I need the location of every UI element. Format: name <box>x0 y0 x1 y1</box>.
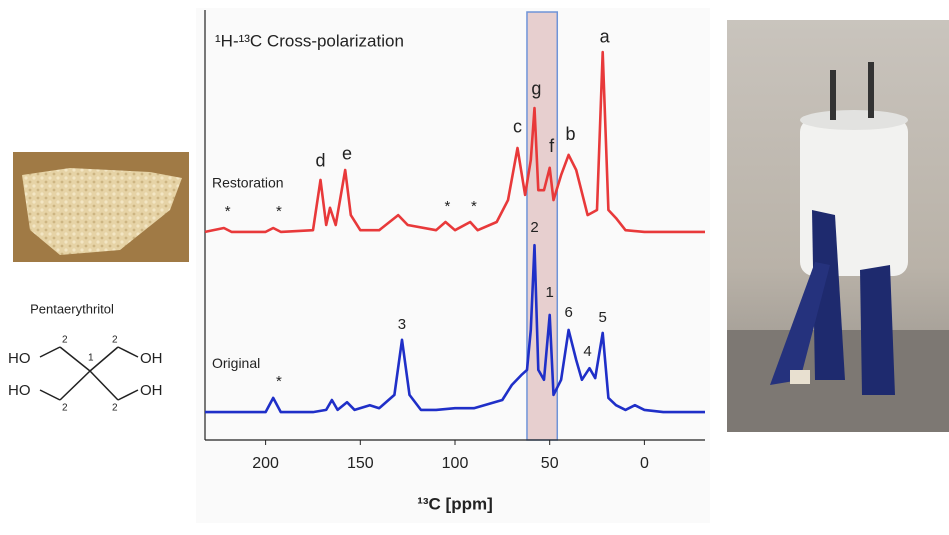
chart-title: ¹H-¹³C Cross-polarization <box>215 31 404 50</box>
peak-label: a <box>600 27 611 47</box>
peak-label: * <box>225 203 231 220</box>
x-tick-label: 150 <box>347 455 374 472</box>
series-label: Restoration <box>212 175 284 191</box>
atom-label: 2 <box>112 335 118 346</box>
atom-label: 2 <box>62 403 68 414</box>
atom-label: OH <box>140 382 163 399</box>
peak-label: 6 <box>564 304 572 321</box>
peak-label: * <box>471 198 477 215</box>
x-tick-label: 100 <box>442 455 469 472</box>
atom-label: HO <box>8 382 31 399</box>
x-tick-label: 200 <box>252 455 279 472</box>
sample-photo <box>13 152 189 262</box>
x-axis-label: ¹³C [ppm] <box>417 494 493 513</box>
atom-label: OH <box>140 350 163 367</box>
peak-label: 1 <box>546 284 554 301</box>
atom-label: 2 <box>62 335 68 346</box>
peak-label: c <box>513 117 522 137</box>
chart-panel <box>196 8 710 523</box>
peak-label: * <box>276 203 282 220</box>
peak-label: 4 <box>583 343 591 360</box>
spectrum-line <box>205 243 705 414</box>
spectrum-line <box>204 50 705 234</box>
peak-label: * <box>276 373 282 390</box>
molecule-name: Pentaerythritol <box>30 301 114 316</box>
molecule: Pentaerythritol HO OH HO OH 1 2 2 2 2 <box>8 301 163 413</box>
instrument-photo <box>727 20 949 432</box>
atom-label: 1 <box>88 353 94 364</box>
peak-label: 5 <box>599 309 607 326</box>
x-tick-label: 0 <box>640 455 649 472</box>
x-tick-label: 50 <box>541 455 559 472</box>
peak-label: g <box>531 79 541 99</box>
peak-label: d <box>316 151 326 171</box>
series-label: Original <box>212 355 260 371</box>
peak-label: e <box>342 144 352 164</box>
atom-label: HO <box>8 350 31 367</box>
peak-label: b <box>566 124 576 144</box>
peak-label: 2 <box>530 219 538 236</box>
peak-label: f <box>549 136 555 156</box>
peak-label: 3 <box>398 316 406 333</box>
chart: 200 150 100 50 0 ¹³C [ppm] ¹H-¹³C Cross-polari… <box>204 10 705 513</box>
peak-label: * <box>445 198 451 215</box>
atom-label: 2 <box>112 403 118 414</box>
